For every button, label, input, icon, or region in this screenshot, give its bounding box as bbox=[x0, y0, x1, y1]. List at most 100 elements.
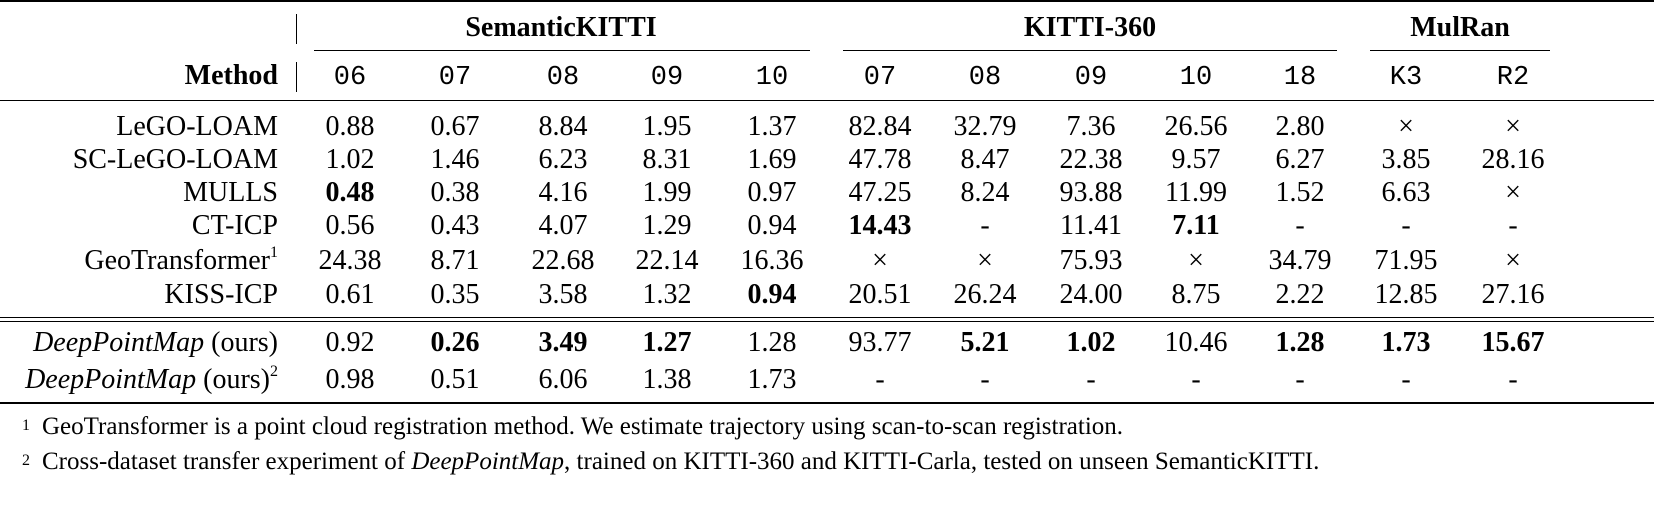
group-header-semantickitti: SemanticKITTI bbox=[465, 12, 657, 43]
table-cell: 1.95 bbox=[642, 111, 692, 142]
table-cell: 0.88 bbox=[325, 111, 375, 142]
table-cell: 0.51 bbox=[430, 364, 480, 395]
footnote-number: 2 bbox=[22, 452, 30, 469]
method-name: KISS-ICP bbox=[164, 279, 278, 311]
table-cell: - bbox=[1295, 210, 1305, 241]
table-cell: 1.29 bbox=[642, 210, 692, 241]
table-cell: 1.28 bbox=[747, 327, 797, 358]
table-cell: 71.95 bbox=[1374, 245, 1438, 276]
table-cell: 5.21 bbox=[960, 327, 1010, 358]
table-cell: 3.85 bbox=[1381, 144, 1431, 175]
footnote-marker: 2 bbox=[270, 363, 278, 380]
footnote: 2 Cross-dataset transfer experiment of De… bbox=[22, 447, 1319, 480]
sequence-header: R2 bbox=[1496, 63, 1530, 93]
table-cell: 1.73 bbox=[747, 364, 797, 395]
table-cell: - bbox=[980, 364, 990, 395]
table-cell: 9.57 bbox=[1171, 144, 1221, 175]
table-cell: 6.23 bbox=[538, 144, 588, 175]
table-cell: 11.99 bbox=[1165, 177, 1227, 208]
table-cell: 1.99 bbox=[642, 177, 692, 208]
method-label: MULLS bbox=[183, 177, 278, 208]
table-cell: 28.16 bbox=[1481, 144, 1545, 175]
sequence-header: 10 bbox=[755, 63, 789, 93]
header-rule bbox=[0, 100, 1654, 102]
table-cell: 1.32 bbox=[642, 279, 692, 310]
table-cell: × bbox=[1398, 111, 1414, 142]
table-cell: - bbox=[1086, 364, 1096, 395]
sequence-header: 08 bbox=[968, 63, 1002, 93]
method-label: KISS-ICP bbox=[164, 279, 278, 310]
footnote-text: , trained on KITTI-360 and KITTI-Carla, … bbox=[564, 448, 1320, 475]
top-rule bbox=[0, 0, 1654, 2]
method-name: GeoTransformer1 bbox=[84, 244, 278, 281]
table-cell: 75.93 bbox=[1059, 245, 1123, 276]
table-cell: 14.43 bbox=[848, 210, 912, 241]
table-cell: 1.27 bbox=[642, 327, 692, 358]
section-rule bbox=[0, 317, 1654, 319]
table-cell: × bbox=[1505, 245, 1521, 276]
sequence-header: 07 bbox=[438, 63, 472, 93]
table-cell: 8.71 bbox=[430, 245, 480, 276]
table-cell: 0.56 bbox=[325, 210, 375, 241]
table-cell: × bbox=[1505, 177, 1521, 208]
method-label: CT-ICP bbox=[191, 210, 278, 241]
method-name: SC-LeGO-LOAM bbox=[73, 144, 278, 176]
table-cell: 2.80 bbox=[1275, 111, 1325, 142]
sequence-header: 18 bbox=[1283, 63, 1317, 93]
table-cell: 1.02 bbox=[325, 144, 375, 175]
section-rule bbox=[0, 321, 1654, 323]
table-cell: 8.84 bbox=[538, 111, 588, 142]
table-cell: 24.38 bbox=[318, 245, 382, 276]
table-cell: 3.49 bbox=[538, 327, 588, 358]
table-cell: - bbox=[980, 210, 990, 241]
table-cell: 24.00 bbox=[1059, 279, 1123, 310]
table-cell: - bbox=[1295, 364, 1305, 395]
table-cell: 0.35 bbox=[430, 279, 480, 310]
table-cell: 2.22 bbox=[1275, 279, 1325, 310]
footnote: 1 GeoTransformer is a point cloud registr… bbox=[22, 412, 1123, 445]
table-cell: 12.85 bbox=[1374, 279, 1438, 310]
sequence-header: K3 bbox=[1389, 63, 1423, 93]
table-cell: 0.92 bbox=[325, 327, 375, 358]
table-cell: 1.38 bbox=[642, 364, 692, 395]
table-cell: 1.52 bbox=[1275, 177, 1325, 208]
table-cell: 47.78 bbox=[848, 144, 912, 175]
method-label: DeepPointMap bbox=[33, 327, 205, 358]
table-cell: 1.69 bbox=[747, 144, 797, 175]
method-name: DeepPointMap (ours)2 bbox=[25, 363, 278, 400]
table-cell: 0.61 bbox=[325, 279, 375, 310]
footnote-text: Cross-dataset transfer experiment of bbox=[42, 448, 412, 475]
table-cell: 93.77 bbox=[848, 327, 912, 358]
sequence-header: 06 bbox=[333, 63, 367, 93]
table-cell: 22.14 bbox=[635, 245, 699, 276]
table-cell: - bbox=[1508, 364, 1518, 395]
table-cell: 82.84 bbox=[848, 111, 912, 142]
table-cell: 0.94 bbox=[747, 279, 797, 310]
table-cell: 0.26 bbox=[430, 327, 480, 358]
table-cell: 1.46 bbox=[430, 144, 480, 175]
table-cell: 6.06 bbox=[538, 364, 588, 395]
table-cell: - bbox=[1401, 364, 1411, 395]
table-cell: 27.16 bbox=[1481, 279, 1545, 310]
table-cell: 8.75 bbox=[1171, 279, 1221, 310]
table-cell: 0.48 bbox=[325, 177, 375, 208]
table-cell: 8.47 bbox=[960, 144, 1010, 175]
method-label: DeepPointMap bbox=[25, 364, 197, 395]
table-cell: × bbox=[977, 245, 993, 276]
group-underline-mulran bbox=[1370, 50, 1550, 52]
table-cell: 0.94 bbox=[747, 210, 797, 241]
method-column-header: Method bbox=[184, 60, 278, 91]
method-name: DeepPointMap (ours) bbox=[33, 327, 278, 359]
table-cell: 26.56 bbox=[1164, 111, 1228, 142]
table-cell: 11.41 bbox=[1060, 210, 1122, 241]
table-cell: 8.31 bbox=[642, 144, 692, 175]
table-cell: 22.38 bbox=[1059, 144, 1123, 175]
table-cell: × bbox=[872, 245, 888, 276]
table-cell: 0.67 bbox=[430, 111, 480, 142]
table-cell: 4.16 bbox=[538, 177, 588, 208]
table-cell: 1.28 bbox=[1275, 327, 1325, 358]
table-cell: 32.79 bbox=[953, 111, 1017, 142]
table-cell: 15.67 bbox=[1481, 327, 1545, 358]
table-cell: - bbox=[1401, 210, 1411, 241]
method-suffix: (ours) bbox=[196, 364, 270, 395]
